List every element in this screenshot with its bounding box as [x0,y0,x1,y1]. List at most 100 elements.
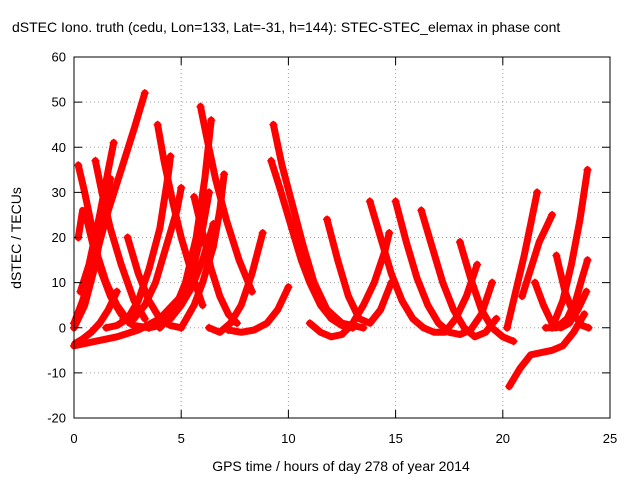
series-23-trace [366,197,481,336]
series-33-point-start [548,323,557,332]
series-12 [119,183,186,323]
series-29-point-start [518,292,527,301]
series-29-trace [518,211,556,300]
x-tick-label-0: 0 [70,431,77,446]
series-26-trace [456,238,517,345]
series-24-point-start [391,197,400,206]
series-12-point-start [119,314,128,323]
series-32-point-start [530,278,539,287]
tick-labels: 0 5 10 15 20 25 -20 -10 0 10 20 30 40 50 60 [47,50,617,447]
series-15 [155,116,216,332]
series-30-point-start [552,251,561,260]
series-23-point-start [365,197,374,206]
series-25-point-end [492,314,501,323]
series-0-trace [71,288,121,347]
x-tick-label-5: 25 [603,431,617,446]
series-28-point-end [580,310,589,319]
series-20-trace [224,283,292,336]
series-30-point-end [584,323,593,332]
series-24 [391,197,497,338]
series-12-point-end [177,183,186,192]
series-9-trace [124,234,185,332]
series-26-point-end [509,337,518,346]
series-32-trace [531,279,590,332]
series-3-point-end [140,314,149,323]
series-14-point-start [196,102,205,111]
y-tick-label-2: 0 [59,320,66,335]
series-25-point-start [417,206,426,215]
series-29-point-end [548,210,557,219]
series-28-trace [505,310,588,390]
series-11-point-start [145,323,154,332]
series-26 [455,238,518,346]
series-13-point-start [190,192,199,201]
series-23-point-end [473,260,482,269]
series-27-point-end [533,188,542,197]
series-20-point-start [224,326,233,335]
y-tick-label-7: 50 [52,95,66,110]
series-4-point-end [109,138,118,147]
series-4 [76,138,118,296]
series-28 [505,310,589,391]
series-16-trace [177,170,228,332]
series-25 [417,206,501,341]
series-33 [548,165,592,332]
series-15-point-end [207,116,216,125]
y-tick-label-6: 40 [52,140,66,155]
series-32-point-end [582,287,591,296]
series-22 [305,228,394,341]
series-4-trace [76,139,118,296]
y-tick-label-0: -20 [47,411,66,426]
series-7-point-start [153,120,162,129]
series-23 [365,197,482,336]
x-axis-label: GPS time / hours of day 278 of year 2014 [212,458,470,474]
series-10 [70,188,214,350]
x-tick-label-1: 5 [178,431,185,446]
chart-title: dSTEC Iono. truth (cedu, Lon=133, Lat=-3… [12,19,560,35]
series-15-point-start [155,323,164,332]
series-16 [177,170,229,332]
x-tick-label-2: 10 [281,431,295,446]
x-tick-label-3: 15 [388,431,402,446]
y-axis-label: dSTEC / TECUs [8,187,24,289]
y-tick-label-5: 30 [52,185,66,200]
series-27-trace [503,188,541,332]
series-31-point-end [583,256,592,265]
series-3-point-start [91,156,100,165]
series-26-point-start [455,238,464,247]
series-20 [224,283,293,336]
series-1-point-start [74,161,83,170]
series-5-point-end [106,174,115,183]
series-20-point-end [284,283,293,292]
series-16-point-start [177,323,186,332]
series-10-point-end [205,188,214,197]
series-9-point-start [123,233,132,242]
series-24-point-end [488,278,497,287]
series-4-point-start [76,287,85,296]
series-7-point-end [198,301,207,310]
series-8-point-start [102,323,111,332]
x-tick-label-4: 20 [496,431,510,446]
series-22-trace [306,229,393,341]
series-29 [518,210,557,301]
series-16-point-end [220,170,229,179]
series-27 [503,188,542,332]
series-18-point-end [359,323,368,332]
series-8-point-end [166,152,175,161]
series-15-trace [156,116,215,332]
series-25-trace [417,206,500,341]
series-27-point-start [503,323,512,332]
series-24-trace [392,197,496,338]
series-28-point-start [505,382,514,391]
series-12-trace [119,184,185,323]
series-19-point-start [267,156,276,165]
y-tick-label-1: -10 [47,365,66,380]
series-19-trace [267,157,357,332]
series-18-point-start [269,120,278,129]
y-tick-label-8: 60 [52,50,66,65]
series-21-point-start [322,215,331,224]
series-17 [205,228,267,336]
series-33-point-end [583,165,592,174]
series-17-point-end [258,228,267,237]
